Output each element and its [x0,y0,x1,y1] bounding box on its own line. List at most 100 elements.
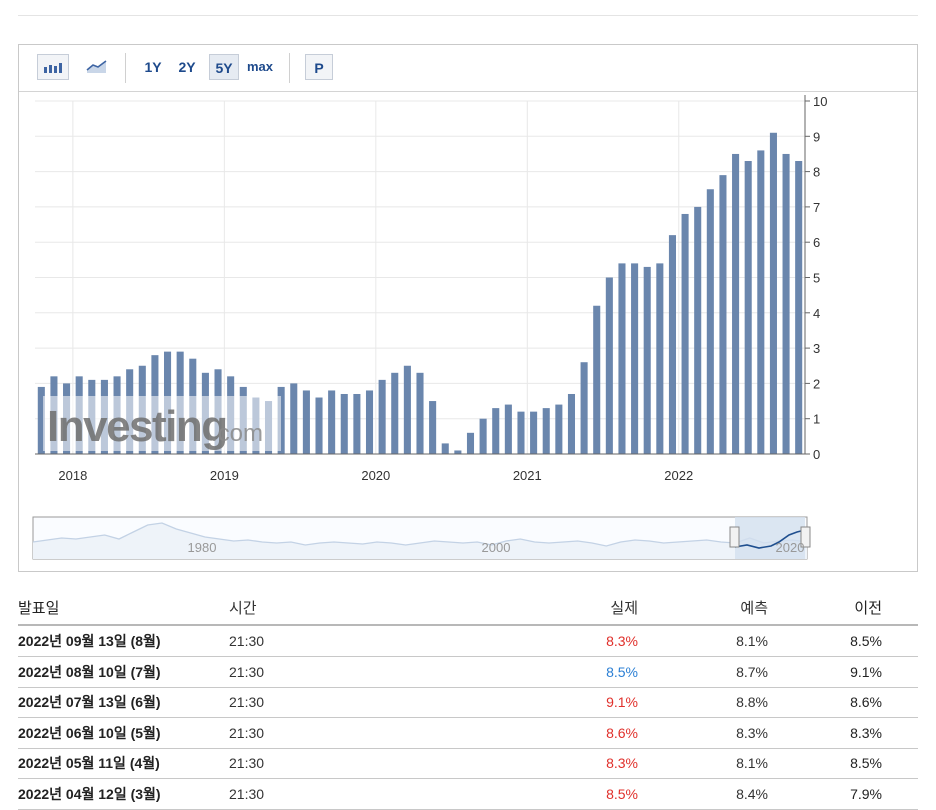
navigator-label: 2020 [776,540,805,555]
chart-bar [454,450,462,454]
chart-bar [315,397,323,454]
row-date: 2022년 04월 12일 (3월) [18,785,161,802]
row-actual: 8.5% [606,663,638,680]
chart-bar [290,383,298,454]
chart-bar [403,365,411,454]
chart-bar [530,411,538,454]
range-max-button[interactable]: max [246,59,274,74]
y-tick-label: 1 [813,412,820,427]
row-forecast: 8.1% [736,755,768,771]
chart-bar [643,266,651,454]
table-row: 2022년 08월 10일 (7월) 21:30 8.5% 8.7% 9.1% [18,657,918,688]
chart-bar [492,408,500,454]
y-tick-label: 0 [813,447,820,462]
navigator-label: 1980 [188,540,217,555]
p-button[interactable]: P [305,54,333,80]
row-previous: 7.9% [850,785,882,802]
watermark-backdrop [43,396,281,451]
y-tick-label: 8 [813,165,820,180]
chart-bar [769,132,777,454]
chart-bar [656,263,664,454]
header-time: 시간 [229,599,257,617]
line-chart-icon[interactable] [81,54,113,80]
x-tick-label: 2021 [513,468,542,483]
chart-bar [277,386,285,454]
chart-bar [681,213,689,454]
chart-panel: 1Y 2Y 5Y max P 0 1 2 3 4 5 6 7 8 9 10 2018 2019 2020 2… [18,44,918,572]
row-actual: 8.3% [606,633,638,649]
x-tick-label: 2018 [58,468,87,483]
navigator-left-handle [729,526,740,548]
table-row: 2022년 09월 13일 (8월) 21:30 8.3% 8.1% 8.5% [18,626,918,657]
chart-bar [479,418,487,454]
chart-bar [365,390,374,454]
y-tick-label: 7 [813,200,820,215]
row-forecast: 8.4% [736,785,768,802]
y-tick-label: 6 [813,235,820,250]
header-previous: 이전 [854,599,882,617]
header-date: 발표일 [18,599,60,617]
header-actual: 실제 [610,599,638,617]
bar-chart-icon[interactable] [37,54,69,80]
row-forecast: 8.3% [736,724,768,741]
range-5y-button[interactable]: 5Y [209,54,239,80]
table-row: 2022년 06월 10일 (5월) 21:30 8.6% 8.3% 8.3% [18,718,918,749]
row-actual: 8.5% [606,785,638,802]
chart-bar [694,206,702,454]
x-tick-label: 2019 [210,468,239,483]
range-1y-button[interactable]: 1Y [144,59,162,75]
chart-bar [353,393,361,454]
row-actual: 8.6% [606,724,638,741]
table-row: 2022년 05월 11일 (4월) 21:30 8.3% 8.1% 8.5% [18,748,918,779]
y-tick-label: 4 [813,306,820,321]
chart-bar [340,393,348,454]
header-forecast: 예측 [740,599,768,617]
row-previous: 8.5% [850,633,882,649]
row-actual: 8.3% [606,755,638,771]
chart-bar [605,277,613,454]
y-tick-label: 9 [813,129,820,144]
chart-bar [782,153,790,454]
y-tick-label: 3 [813,341,820,356]
chart-bar [378,379,386,454]
watermark-suffix: .com [211,420,263,447]
main-chart: 0 1 2 3 4 5 6 7 8 9 10 2018 2019 2020 2021 2022 Investin… [32,94,827,560]
chart-bar [441,443,449,454]
row-time: 21:30 [229,663,265,680]
row-date: 2022년 05월 11일 (4월) [18,755,160,771]
navigator-right-handle [800,526,811,548]
row-previous: 8.5% [850,755,882,771]
row-previous: 8.3% [850,724,882,741]
navigator-line [32,522,808,547]
chart-bar [302,390,310,454]
row-previous: 8.6% [850,694,882,710]
row-time: 21:30 [229,785,265,802]
chart-bar [757,150,765,455]
row-time: 21:30 [229,724,265,741]
row-time: 21:30 [229,755,265,771]
chart-bar [668,235,676,454]
chart-bar [542,408,550,454]
chart-bar [567,393,576,454]
row-forecast: 8.1% [736,633,768,649]
toolbar-separator [125,53,126,83]
chart-bar [580,362,588,454]
navigator-selection [735,517,805,559]
chart-bar [631,263,639,454]
row-forecast: 8.8% [736,694,768,710]
chart-bar [328,390,336,454]
table-header: 발표일 시간 실제 예측 이전 [18,590,918,626]
top-divider [18,15,918,16]
range-2y-button[interactable]: 2Y [178,59,196,75]
toolbar-separator [289,53,290,83]
chart-bar [618,263,626,454]
chart-bar [391,372,399,454]
y-tick-label: 2 [813,376,820,391]
chart-bar [732,153,740,454]
chart-bar [37,386,45,454]
y-tick-label: 10 [813,94,827,109]
y-tick-label: 5 [813,271,820,286]
row-date: 2022년 06월 10일 (5월) [18,724,161,741]
table-row: 2022년 04월 12일 (3월) 21:30 8.5% 8.4% 7.9% [18,779,918,810]
x-tick-label: 2020 [361,468,390,483]
